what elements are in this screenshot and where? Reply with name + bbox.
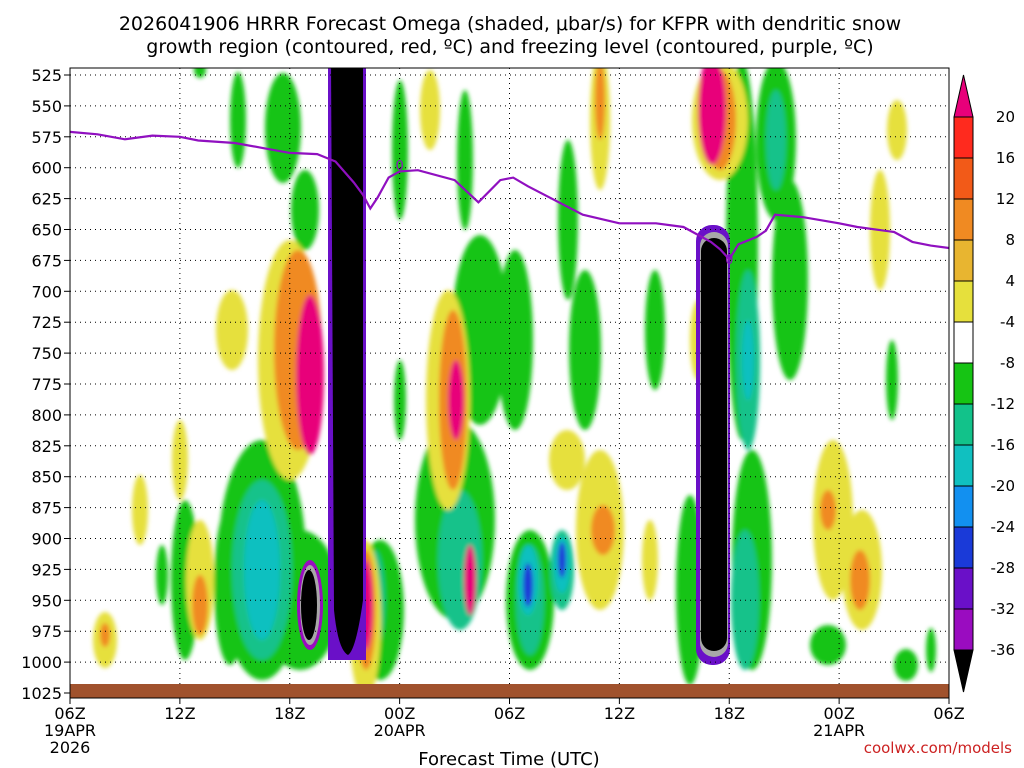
x-tick-label: 12Z [164,704,195,723]
colorbar-swatch [953,157,974,200]
colorbar: 20 16 12 8 4 -4 -8 -12 -16 -20 -24 -28 -32 -36 [953,74,1016,693]
colorbar-label: -32 [991,600,1016,618]
freezing-level-label: 0 [395,159,403,174]
colorbar-label: -8 [1000,354,1015,372]
x-tick-label: 06Z [494,704,525,723]
colorbar-label: -36 [991,641,1016,659]
y-tick-label: 600 [31,159,62,178]
y-tick-label: 1000 [21,653,62,672]
colorbar-bottom-arrow [953,649,974,693]
colorbar-swatch [953,444,974,487]
colorbar-swatch [953,403,974,446]
x-tick-label: 12Z [604,704,635,723]
y-tick-label: 625 [31,190,62,209]
colorbar-swatch [953,239,974,282]
y-tick-label: 975 [31,622,62,641]
y-tick-label: 900 [31,530,62,549]
colorbar-swatch [953,526,974,569]
omega-shading [93,68,936,698]
x-tick-label: 06Z [933,704,964,723]
x-axis-label: Forecast Time (UTC) [418,749,599,768]
colorbar-swatch [953,280,974,323]
x-tick-label: 00Z [384,704,415,723]
freezing-level-labels: 00 [395,159,733,268]
colorbar-swatch [953,362,974,405]
colorbar-label: -28 [991,559,1016,577]
y-tick-label: 750 [31,344,62,363]
y-tick-label: 575 [31,128,62,147]
y-tick-label: 925 [31,560,62,579]
x-tick-label: 18Z [714,704,745,723]
freezing-level-label: 0 [725,253,733,268]
plot-area: 00 [70,68,949,698]
x-tick-date: 21APR [813,721,865,740]
colorbar-label: -16 [991,436,1016,454]
chart-title-line2: growth region (contoured, red, ºC) and f… [146,36,873,58]
x-tick-label: 06Z [54,704,85,723]
x-tick-date: 20APR [374,721,426,740]
y-tick-label: 700 [31,282,62,301]
colorbar-swatch [953,485,974,528]
colorbar-label: -20 [991,477,1016,495]
x-tick-label: 18Z [274,704,305,723]
colorbar-swatch [953,198,974,241]
omega-cores [297,68,730,665]
y-tick-label: 550 [31,97,62,116]
colorbar-label: 4 [1005,272,1015,290]
colorbar-label: -24 [991,518,1016,536]
colorbar-label: 16 [996,149,1015,167]
colorbar-label: -4 [1000,313,1015,331]
colorbar-label: 20 [996,108,1015,126]
colorbar-swatch [953,321,974,364]
terrain-surface [70,684,949,698]
omega-shade-strong-up [523,542,566,607]
y-tick-label: 875 [31,499,62,518]
y-tick-label: 525 [31,66,62,85]
y-tick-label: 850 [31,468,62,487]
colorbar-label: 8 [1005,231,1015,249]
y-tick-label: 950 [31,591,62,610]
chart-title-line1: 2026041906 HRRR Forecast Omega (shaded, … [119,13,901,35]
colorbar-label: 12 [996,190,1015,208]
y-tick-label: 800 [31,406,62,425]
x-tick-label: 00Z [823,704,854,723]
gridlines [70,68,949,698]
y-tick-label: 775 [31,375,62,394]
x-tick-date: 19APR [44,721,96,740]
y-tick-label: 725 [31,313,62,332]
credit-text: coolwx.com/models [864,739,1012,757]
y-tick-label: 650 [31,221,62,240]
colorbar-swatch [953,608,974,651]
y-tick-label: 675 [31,251,62,270]
colorbar-label: -12 [991,395,1016,413]
x-tick-year: 2026 [50,738,91,757]
y-tick-label: 825 [31,437,62,456]
colorbar-top-arrow [953,74,974,118]
colorbar-swatch [953,567,974,610]
y-tick-label: 1025 [21,684,62,703]
colorbar-swatch [953,116,974,159]
freezing-level-contour [70,130,949,262]
pressure-axis: 525 550 575 600 625 650 675 700 725 750 775 800 825 8… [21,66,70,703]
